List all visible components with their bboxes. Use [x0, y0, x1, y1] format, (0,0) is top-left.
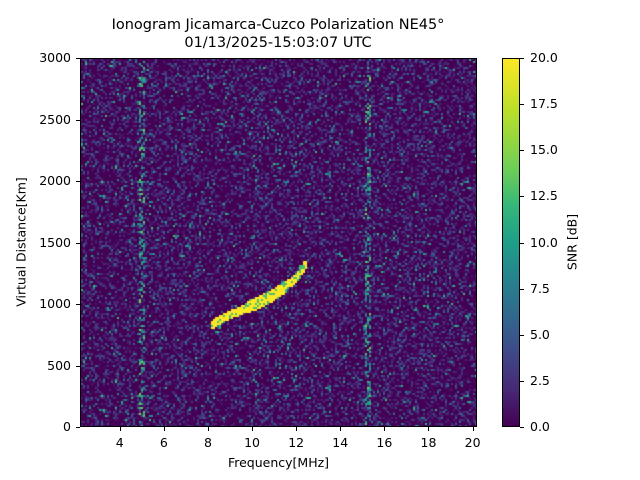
x-tick-mark	[340, 427, 342, 431]
y-tick-label: 1500	[39, 234, 71, 250]
colorbar-tick-mark	[520, 196, 524, 198]
x-axis-label: Frequency[MHz]	[227, 455, 330, 470]
y-tick-label: 2000	[39, 173, 71, 188]
y-tick-label: 0	[63, 419, 71, 434]
x-tick-mark	[207, 427, 209, 431]
ionogram-heatmap	[81, 59, 476, 426]
y-tick-label: 500	[47, 357, 71, 373]
y-tick-label: 3000	[39, 50, 71, 65]
colorbar-tick-mark	[520, 288, 524, 290]
colorbar-tick-label: 12.5	[530, 188, 558, 204]
y-tick-mark	[76, 119, 80, 121]
x-tick-mark	[252, 427, 254, 431]
x-tick-label: 8	[203, 435, 212, 450]
x-tick-label: 4	[115, 435, 124, 450]
colorbar-tick-mark	[520, 380, 524, 382]
colorbar-tick-label: 7.5	[530, 280, 550, 296]
colorbar-tick-label: 5.0	[530, 326, 550, 342]
y-tick-mark	[76, 304, 80, 305]
y-tick-label: 2500	[39, 111, 71, 127]
colorbar-tick-label: 20.0	[530, 50, 558, 65]
x-tick-mark	[428, 427, 430, 431]
y-tick-mark	[76, 427, 80, 428]
title-line-2: 01/13/2025-15:03:07 UTC	[184, 35, 372, 51]
y-tick-mark	[76, 58, 80, 59]
colorbar-label: SNR [dB]	[564, 213, 580, 271]
y-tick-mark	[76, 365, 80, 367]
x-tick-mark	[119, 427, 121, 431]
colorbar	[502, 58, 520, 427]
y-tick-mark	[76, 242, 80, 244]
colorbar-tick-label: 17.5	[530, 96, 558, 112]
colorbar-tick-mark	[520, 150, 524, 152]
x-tick-mark	[163, 427, 165, 431]
colorbar-tick-label: 2.5	[530, 372, 550, 388]
x-tick-label: 16	[376, 435, 393, 450]
x-tick-label: 20	[464, 435, 481, 450]
x-tick-label: 14	[332, 435, 349, 450]
x-tick-mark	[472, 427, 474, 431]
colorbar-tick-label: 15.0	[530, 142, 558, 158]
x-tick-mark	[384, 427, 386, 431]
y-tick-mark	[76, 181, 80, 182]
colorbar-tick-mark	[520, 334, 524, 336]
colorbar-tick-label: 10.0	[530, 234, 558, 250]
colorbar-tick-label: 0.0	[530, 419, 550, 434]
x-tick-label: 6	[159, 435, 168, 450]
colorbar-tick-mark	[520, 242, 524, 244]
x-tick-label: 18	[420, 435, 437, 450]
colorbar-tick-mark	[520, 427, 524, 428]
x-tick-label: 12	[288, 435, 305, 450]
colorbar-tick-mark	[520, 58, 524, 59]
colorbar-tick-mark	[520, 104, 524, 106]
title-line-1: Ionogram Jicamarca-Cuzco Polarization NE…	[111, 17, 445, 33]
x-tick-mark	[296, 427, 298, 431]
y-axis-label: Virtual Distance[Km]	[13, 177, 29, 307]
x-tick-label: 10	[244, 435, 260, 450]
y-tick-label: 1000	[39, 296, 71, 311]
